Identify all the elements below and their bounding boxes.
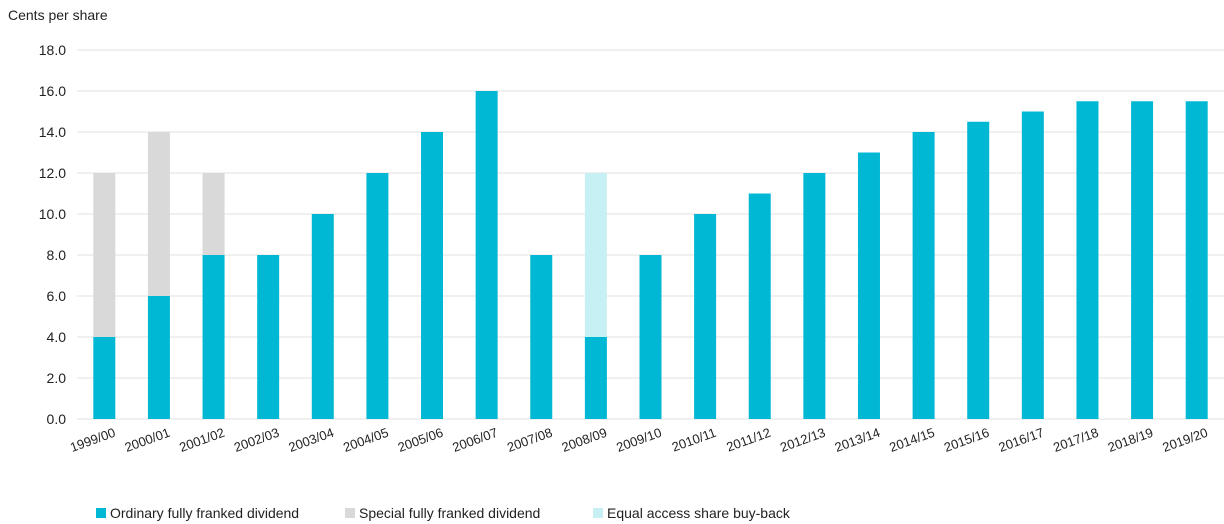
bar-2005-06-series-0	[421, 132, 444, 419]
bar-2008-09-series-0	[584, 337, 607, 419]
bar-2019-20-series-0	[1185, 101, 1208, 419]
y-tick-label: 8.0	[47, 247, 67, 263]
y-tick-label: 2.0	[47, 370, 67, 386]
y-tick-label: 18.0	[39, 42, 66, 58]
bar-2015-16-series-0	[967, 121, 990, 419]
bar-2007-08-series-0	[530, 255, 553, 419]
bar-2011-12-series-0	[748, 193, 771, 419]
x-tick-label: 2008/09	[560, 425, 609, 455]
x-tick-labels: 1999/00 2000/01 2001/02 2002/03 2003/04 2004/…	[68, 425, 1210, 455]
x-tick-label: 2009/10	[614, 425, 663, 455]
x-tick-label: 2016/17	[997, 425, 1046, 455]
bar-2016-17-series-0	[1021, 111, 1044, 419]
y-axis-label: Cents per share	[8, 7, 108, 23]
bar-2010-11-series-0	[694, 214, 717, 419]
legend-swatch	[96, 508, 106, 518]
x-tick-label: 2011/12	[724, 425, 772, 455]
x-tick-label: 2007/08	[505, 425, 554, 455]
x-tick-label: 2006/07	[450, 425, 499, 455]
bar-2008-09-series-2	[584, 173, 607, 337]
y-tick-label: 6.0	[47, 288, 67, 304]
x-tick-label: 2014/15	[887, 425, 936, 455]
y-tick-label: 4.0	[47, 329, 67, 345]
x-tick-label: 2000/01	[123, 425, 172, 455]
y-tick-labels: 0.0 2.0 4.0 6.0 8.0 10.0 12.0 14.0 16.0 18.0	[39, 42, 66, 427]
x-tick-label: 2005/06	[396, 425, 445, 455]
x-tick-label: 2010/11	[670, 425, 718, 455]
bar-2000-01-series-0	[147, 296, 170, 419]
legend-label: Ordinary fully franked dividend	[110, 505, 299, 521]
bars	[93, 91, 1208, 419]
legend-swatch	[593, 508, 603, 518]
bar-2002-03-series-0	[257, 255, 280, 419]
x-tick-label: 2018/19	[1106, 425, 1155, 455]
bar-2000-01-series-1	[147, 132, 170, 296]
bar-2001-02-series-0	[202, 255, 225, 419]
x-tick-label: 2019/20	[1160, 425, 1209, 455]
bar-2017-18-series-0	[1076, 101, 1099, 419]
y-tick-label: 16.0	[39, 83, 66, 99]
bar-2001-02-series-1	[202, 173, 225, 255]
x-tick-label: 2012/13	[778, 425, 827, 455]
x-tick-label: 1999/00	[68, 425, 117, 455]
bar-1999-00-series-1	[93, 173, 116, 337]
legend-label: Special fully franked dividend	[359, 505, 540, 521]
x-tick-label: 2015/16	[942, 425, 991, 455]
x-tick-label: 2004/05	[341, 425, 390, 455]
y-tick-label: 0.0	[47, 411, 67, 427]
x-tick-label: 2001/02	[177, 425, 226, 455]
bar-2003-04-series-0	[311, 214, 334, 419]
bar-1999-00-series-0	[93, 337, 116, 419]
bar-2013-14-series-0	[857, 152, 880, 419]
x-tick-label: 2003/04	[287, 425, 336, 455]
y-tick-label: 14.0	[39, 124, 66, 140]
legend-label: Equal access share buy-back	[607, 505, 791, 521]
bar-2018-19-series-0	[1131, 101, 1154, 419]
x-tick-label: 2017/18	[1051, 425, 1100, 455]
bar-2012-13-series-0	[803, 173, 826, 419]
legend-swatch	[345, 508, 355, 518]
y-tick-label: 10.0	[39, 206, 66, 222]
bar-2006-07-series-0	[475, 91, 498, 419]
legend: Ordinary fully franked dividend Special f…	[96, 505, 791, 521]
bar-2004-05-series-0	[366, 173, 389, 419]
bar-2009-10-series-0	[639, 255, 662, 419]
x-tick-label: 2013/14	[833, 425, 882, 455]
x-tick-label: 2002/03	[232, 425, 281, 455]
y-tick-label: 12.0	[39, 165, 66, 181]
bar-2014-15-series-0	[912, 132, 935, 419]
